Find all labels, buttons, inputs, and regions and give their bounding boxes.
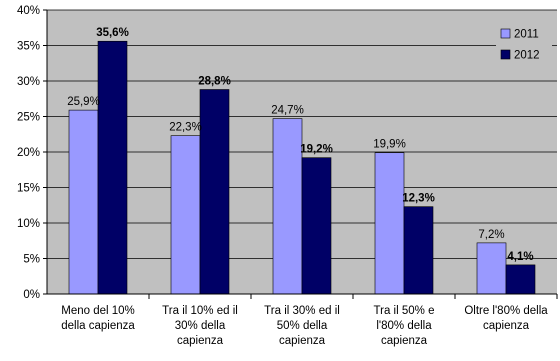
data-label-2012-5: 4,1% <box>507 251 533 263</box>
bar-2011-5 <box>476 242 507 295</box>
x-tick-label-line: della capienza <box>61 320 135 332</box>
axes-group <box>43 9 558 299</box>
y-tick-label: 20% <box>17 147 40 159</box>
legend-label-2012: 2012 <box>514 50 540 62</box>
bars-group <box>68 40 536 295</box>
x-tick-label-line: 30% della <box>175 320 226 332</box>
y-tick-label: 5% <box>23 254 40 266</box>
y-tick-label: 15% <box>17 183 40 195</box>
y-tick-label: 35% <box>17 41 40 53</box>
bar-2012-5 <box>505 264 536 295</box>
x-tick-label-line: 50% della <box>277 320 328 332</box>
y-tick-labels: 0% 5% 10% 15% 20% 25% 30% 35% 40% <box>17 5 40 301</box>
x-tick-label-line: l'80% della <box>376 320 432 332</box>
data-label-2012-1: 35,6% <box>96 27 129 39</box>
data-label-2011-1: 25,9% <box>67 96 100 108</box>
y-tick-label: 10% <box>17 218 40 230</box>
x-tick-labels: Meno del 10% della capienza Tra il 10% ed … <box>61 305 548 347</box>
bar-2012-1 <box>97 40 128 295</box>
x-tick-label: Tra il 50% e l'80% della capienza <box>374 305 435 347</box>
x-tick-label: Tra il 10% ed il 30% della capienza <box>162 305 238 347</box>
y-tick-label: 0% <box>23 289 40 301</box>
bar-2011-4 <box>374 152 405 295</box>
bar-2011-2 <box>170 135 201 295</box>
y-tick-label: 40% <box>17 5 40 17</box>
x-tick-label-line: capienza <box>279 335 326 347</box>
x-tick-label: Meno del 10% della capienza <box>61 305 135 332</box>
bar-2012-2 <box>199 89 230 295</box>
x-tick-label-line: Oltre l'80% della <box>464 305 548 317</box>
y-tick-label: 30% <box>17 76 40 88</box>
data-label-2011-4: 19,9% <box>373 139 406 151</box>
data-label-2011-5: 7,2% <box>478 229 504 241</box>
x-tick-label: Oltre l'80% della capienza <box>464 305 548 332</box>
data-label-2012-3: 19,2% <box>300 144 333 156</box>
data-labels-group: 25,9% 35,6% 22,3% 28,8% 24,7% 19,2% 19,9% 12,3%… <box>67 27 533 263</box>
x-tick-label-line: capienza <box>381 335 428 347</box>
x-tick-label-line: Tra il 10% ed il <box>162 305 238 317</box>
bar-2011-1 <box>68 109 99 295</box>
bar-2011-3 <box>272 118 303 295</box>
legend-label-2011: 2011 <box>514 29 539 41</box>
legend-swatch-2011 <box>500 28 511 39</box>
x-tick-label-line: capienza <box>483 320 530 332</box>
x-tick-label-line: capienza <box>177 335 224 347</box>
legend-swatch-2012 <box>500 49 511 60</box>
x-tick-label-line: Tra il 50% e <box>374 305 435 317</box>
bar-2012-4 <box>403 206 434 295</box>
bar-2012-3 <box>301 157 332 295</box>
x-tick-label-line: Meno del 10% <box>61 305 135 317</box>
data-label-2012-2: 28,8% <box>198 76 231 88</box>
data-label-2012-4: 12,3% <box>402 193 435 205</box>
legend: 2011 2012 <box>496 24 552 66</box>
x-tick-label: Tra il 30% ed il 50% della capienza <box>264 305 340 347</box>
y-tick-label: 25% <box>17 112 40 124</box>
x-tick-label-line: Tra il 30% ed il <box>264 305 340 317</box>
data-label-2011-3: 24,7% <box>271 105 304 117</box>
data-label-2011-2: 22,3% <box>169 122 202 134</box>
